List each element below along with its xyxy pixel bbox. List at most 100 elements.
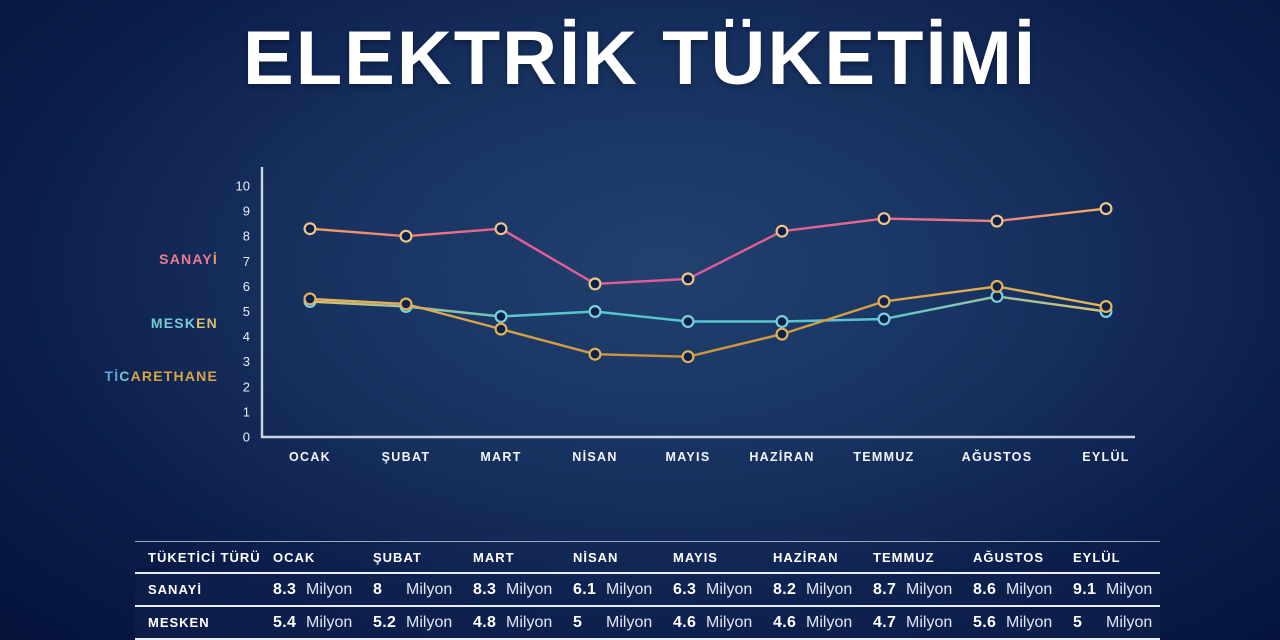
cell-unit: Milyon bbox=[406, 580, 453, 598]
data-point-marker bbox=[494, 310, 508, 324]
cell-unit: Milyon bbox=[906, 580, 953, 598]
table-cell: 6.3 Milyon bbox=[660, 581, 760, 599]
x-axis-label: NİSAN bbox=[572, 449, 617, 464]
cell-value: 9.1 bbox=[1073, 580, 1097, 598]
y-tick-label: 9 bbox=[243, 204, 250, 219]
row-label: SANAYİ bbox=[148, 582, 202, 597]
y-tick-label: 0 bbox=[243, 430, 250, 445]
data-point-marker bbox=[494, 322, 508, 336]
cell-unit: Milyon bbox=[406, 613, 453, 631]
table-header-cell: ŞUBAT bbox=[373, 549, 422, 565]
table-cell: 8.3 Milyon bbox=[260, 581, 360, 599]
legend-item-mesken: MESKEN bbox=[58, 315, 218, 331]
table-header-cell: AĞUSTOS bbox=[973, 549, 1045, 565]
table-header-cell: NİSAN bbox=[573, 549, 619, 565]
row-label: MESKEN bbox=[148, 615, 210, 630]
consumption-table: TÜKETİCİ TÜRÜ OCAK ŞUBAT MART NİSAN MAYIS HAZİ… bbox=[135, 541, 1160, 640]
y-tick-label: 2 bbox=[243, 379, 250, 394]
table-cell: 4.6 Milyon bbox=[760, 614, 860, 632]
table-cell: 8.6 Milyon bbox=[960, 581, 1060, 599]
cell-unit: Milyon bbox=[806, 613, 853, 631]
x-axis-label: MAYIS bbox=[666, 450, 711, 464]
legend-label-part: ARETHANE bbox=[130, 368, 218, 384]
data-point-marker bbox=[775, 315, 789, 329]
cell-value: 5 bbox=[573, 613, 583, 631]
data-point-marker bbox=[588, 277, 602, 291]
table-header-cell: EYLÜL bbox=[1073, 549, 1121, 565]
data-point-marker bbox=[877, 312, 891, 326]
cell-value: 4.6 bbox=[673, 613, 697, 631]
table-cell: 5.6 Milyon bbox=[960, 614, 1060, 632]
cell-unit: Milyon bbox=[706, 613, 753, 631]
x-axis-label: EYLÜL bbox=[1082, 449, 1129, 464]
cell-unit: Milyon bbox=[1106, 580, 1153, 598]
y-tick-label: 1 bbox=[243, 404, 250, 419]
y-tick-label: 8 bbox=[243, 229, 250, 244]
cell-value: 8.3 bbox=[473, 580, 497, 598]
table-header-cell: OCAK bbox=[273, 549, 316, 565]
cell-value: 8.3 bbox=[273, 580, 297, 598]
data-point-marker bbox=[1099, 202, 1113, 216]
table-header-cell: TEMMUZ bbox=[873, 549, 935, 565]
y-tick-label: 6 bbox=[243, 279, 250, 294]
cell-value: 4.8 bbox=[473, 613, 497, 631]
x-axis-label: AĞUSTOS bbox=[962, 449, 1033, 464]
data-point-marker bbox=[990, 214, 1004, 228]
page-title: ELEKTRİK TÜKETİMİ bbox=[243, 15, 1037, 101]
x-axis-label: OCAK bbox=[289, 450, 331, 464]
chart-axes bbox=[260, 167, 1135, 439]
data-point-marker bbox=[588, 347, 602, 361]
data-point-marker bbox=[303, 292, 317, 306]
table-header-cell: TÜKETİCİ TÜRÜ bbox=[148, 549, 261, 565]
x-axis-label: HAZİRAN bbox=[749, 449, 814, 464]
table-cell: 8.2 Milyon bbox=[760, 581, 860, 599]
table-row: MESKEN 5.4 Milyon 5.2 Milyon 4.8 Milyon 5 Milyon… bbox=[135, 607, 1160, 640]
y-tick-label: 10 bbox=[236, 179, 250, 194]
table-header-cell: MAYIS bbox=[673, 549, 718, 565]
table-cell: 5 Milyon bbox=[1060, 614, 1160, 632]
table-cell: 5 Milyon bbox=[560, 614, 660, 632]
data-point-marker bbox=[681, 272, 695, 286]
data-point-marker bbox=[399, 297, 413, 311]
cell-unit: Milyon bbox=[606, 580, 653, 598]
x-axis-label: TEMMUZ bbox=[853, 450, 914, 464]
data-point-marker bbox=[494, 222, 508, 236]
cell-value: 4.6 bbox=[773, 613, 797, 631]
x-axis-label: ŞUBAT bbox=[382, 450, 431, 464]
legend-label-part: SANAY bbox=[159, 251, 213, 267]
data-point-marker bbox=[588, 305, 602, 319]
cell-value: 8.7 bbox=[873, 580, 897, 598]
data-point-marker bbox=[877, 212, 891, 226]
table-row: SANAYİ 8.3 Milyon 8 Milyon 8.3 Milyon 6.1 Milyon… bbox=[135, 574, 1160, 607]
table-cell: 4.8 Milyon bbox=[460, 614, 560, 632]
cell-unit: Milyon bbox=[506, 613, 553, 631]
cell-unit: Milyon bbox=[606, 613, 653, 631]
legend-label-part: C bbox=[119, 368, 131, 384]
table-cell: 6.1 Milyon bbox=[560, 581, 660, 599]
cell-unit: Milyon bbox=[706, 580, 753, 598]
legend-item-ticarethane: TİCARETHANE bbox=[58, 368, 218, 384]
cell-value: 6.3 bbox=[673, 580, 697, 598]
cell-value: 5.2 bbox=[373, 613, 397, 631]
table-cell: 8.3 Milyon bbox=[460, 581, 560, 599]
series-line bbox=[309, 207, 1107, 286]
cell-value: 5.6 bbox=[973, 613, 997, 631]
y-tick-label: 4 bbox=[243, 329, 250, 344]
y-tick-label: 5 bbox=[243, 304, 250, 319]
cell-value: 8.6 bbox=[973, 580, 997, 598]
table-header-cell: MART bbox=[473, 549, 515, 565]
table-header-cell: HAZİRAN bbox=[773, 549, 839, 565]
cell-value: 4.7 bbox=[873, 613, 897, 631]
table-cell: 4.6 Milyon bbox=[660, 614, 760, 632]
table-cell: 5.4 Milyon bbox=[260, 614, 360, 632]
table-cell: 8 Milyon bbox=[360, 581, 460, 599]
table-cell: 5.2 Milyon bbox=[360, 614, 460, 632]
cell-unit: Milyon bbox=[306, 613, 353, 631]
y-tick-label: 3 bbox=[243, 354, 250, 369]
cell-value: 6.1 bbox=[573, 580, 597, 598]
x-axis-label: MART bbox=[480, 450, 521, 464]
data-point-marker bbox=[775, 224, 789, 238]
legend-item-sanayi: SANAYİ bbox=[58, 251, 218, 267]
